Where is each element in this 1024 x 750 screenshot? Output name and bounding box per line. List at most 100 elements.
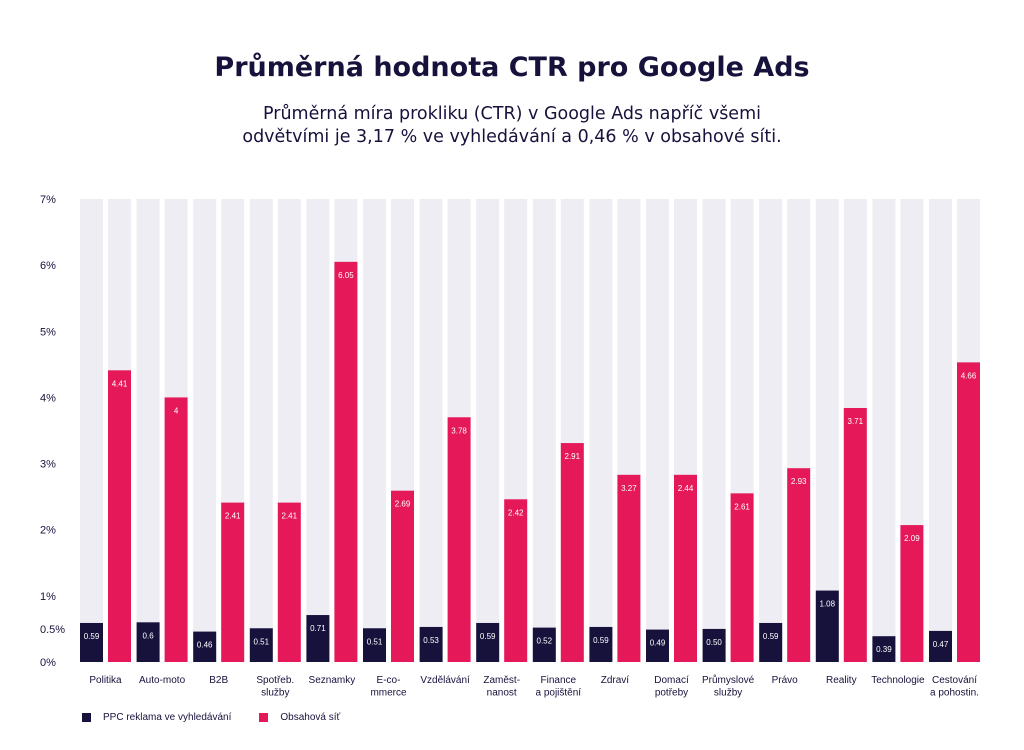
- legend-swatch-display: [259, 713, 269, 722]
- legend-item-display: Obsahová síť: [259, 712, 340, 723]
- bar-track-14-0: [872, 199, 896, 662]
- bar-track-3-0: [249, 199, 273, 662]
- legend-label-search: PPC reklama ve vyhledávání: [103, 712, 232, 723]
- chart-legend: PPC reklama ve vyhledávání Obsahová síť: [82, 712, 368, 723]
- y-tick-label-5: 4%: [40, 392, 56, 404]
- display-bar-14: [900, 525, 924, 662]
- search-value-label-13: 1.08: [820, 600, 836, 609]
- category-label-10-1: potřeby: [655, 688, 688, 699]
- display-value-label-8: 2.91: [565, 452, 581, 461]
- bar-track-4-0: [306, 199, 330, 662]
- display-bar-8: [560, 443, 584, 662]
- display-bar-6: [447, 417, 471, 662]
- bar-track-2-0: [193, 199, 217, 662]
- search-bar-2: [193, 631, 217, 662]
- subtitle-line-2: odvětvími je 3,17 % ve vyhledávání a 0,4…: [242, 127, 782, 147]
- bar-track-7-0: [476, 199, 500, 662]
- search-value-label-10: 0.49: [650, 639, 666, 648]
- display-bar-3: [277, 502, 301, 662]
- y-tick-label-2: 1%: [40, 591, 56, 603]
- category-label-15-1: a pohostin.: [930, 688, 979, 699]
- search-bar-7: [476, 622, 500, 662]
- display-value-label-0: 4.41: [112, 379, 128, 388]
- y-tick-label-0: 0%: [40, 657, 56, 669]
- search-value-label-6: 0.53: [423, 636, 439, 645]
- display-bar-4: [334, 261, 358, 662]
- search-value-label-11: 0.50: [706, 638, 722, 647]
- category-label-8-0: Finance: [541, 675, 577, 686]
- display-value-label-5: 2.69: [395, 500, 411, 509]
- display-value-label-10: 2.44: [678, 484, 694, 493]
- search-value-label-15: 0.47: [933, 640, 949, 649]
- search-bar-6: [419, 626, 443, 662]
- category-label-14-0: Technologie: [871, 675, 925, 686]
- search-bar-12: [759, 622, 783, 662]
- display-bar-11: [730, 493, 754, 662]
- chart-title: Průměrná hodnota CTR pro Google Ads: [214, 52, 810, 83]
- category-label-12-0: Právo: [772, 675, 799, 686]
- bar-track-8-0: [532, 199, 556, 662]
- display-value-label-4: 6.05: [338, 271, 354, 280]
- display-bar-15: [957, 362, 980, 662]
- category-label-5-1: mmerce: [370, 688, 407, 699]
- display-value-label-1: 4: [174, 406, 179, 415]
- category-label-13-0: Reality: [826, 675, 857, 686]
- category-label-11-0: Průmyslové: [702, 674, 755, 686]
- search-value-label-9: 0.59: [593, 636, 609, 645]
- category-label-3-1: služby: [261, 688, 289, 699]
- search-bar-3: [249, 628, 273, 662]
- search-value-label-3: 0.51: [254, 637, 270, 646]
- y-tick-label-8: 7%: [40, 194, 56, 206]
- search-bar-10: [646, 629, 669, 662]
- search-value-label-14: 0.39: [876, 645, 892, 654]
- display-bar-9: [617, 474, 641, 662]
- legend-label-display: Obsahová síť: [280, 712, 341, 723]
- bar-track-15-0: [929, 199, 952, 662]
- search-bar-9: [589, 626, 613, 662]
- display-value-label-12: 2.93: [791, 477, 807, 486]
- display-bar-7: [504, 499, 528, 662]
- search-value-label-7: 0.59: [480, 632, 496, 641]
- search-bar-4: [306, 615, 330, 662]
- display-bar-5: [391, 490, 414, 662]
- display-bar-1: [164, 397, 188, 662]
- bar-track-0-0: [80, 199, 103, 662]
- search-value-label-2: 0.46: [197, 641, 213, 650]
- y-tick-label-1: 0.5%: [40, 624, 65, 636]
- search-value-label-4: 0.71: [310, 624, 326, 633]
- display-bar-0: [108, 370, 131, 662]
- category-label-6-0: Vzdělávání: [420, 675, 470, 686]
- legend-item-search: PPC reklama ve vyhledávání: [82, 712, 231, 723]
- y-tick-label-3: 2%: [40, 525, 56, 537]
- display-bar-2: [221, 502, 245, 662]
- category-label-8-1: a pojištění: [536, 688, 582, 699]
- search-value-label-1: 0.6: [143, 631, 155, 640]
- bar-track-6-0: [419, 199, 443, 662]
- search-value-label-0: 0.59: [84, 632, 100, 641]
- bar-track-11-0: [702, 199, 726, 662]
- category-label-5-0: E-co-: [377, 675, 401, 686]
- display-value-label-3: 2.41: [282, 512, 298, 521]
- category-label-1-0: Auto-moto: [139, 675, 186, 686]
- display-value-label-14: 2.09: [904, 534, 920, 543]
- search-bar-1: [136, 622, 160, 662]
- search-value-label-8: 0.52: [537, 637, 553, 646]
- y-tick-label-6: 5%: [40, 326, 56, 338]
- search-value-label-12: 0.59: [763, 632, 779, 641]
- category-label-10-0: Domací: [654, 675, 689, 686]
- y-tick-label-7: 6%: [40, 260, 56, 272]
- y-tick-label-4: 3%: [40, 459, 56, 471]
- display-value-label-13: 3.71: [848, 417, 864, 426]
- display-value-label-6: 3.78: [451, 426, 467, 435]
- display-value-label-7: 2.42: [508, 508, 524, 517]
- search-bar-5: [363, 628, 386, 662]
- search-bar-13: [815, 590, 839, 662]
- search-bar-14: [872, 636, 896, 662]
- search-bar-11: [702, 628, 726, 662]
- category-label-11-1: služby: [714, 688, 742, 699]
- category-label-2-0: B2B: [209, 675, 228, 686]
- category-label-15-0: Cestování: [932, 675, 977, 686]
- bar-track-5-0: [363, 199, 386, 662]
- category-label-9-0: Zdraví: [601, 675, 630, 686]
- display-bar-10: [674, 474, 697, 662]
